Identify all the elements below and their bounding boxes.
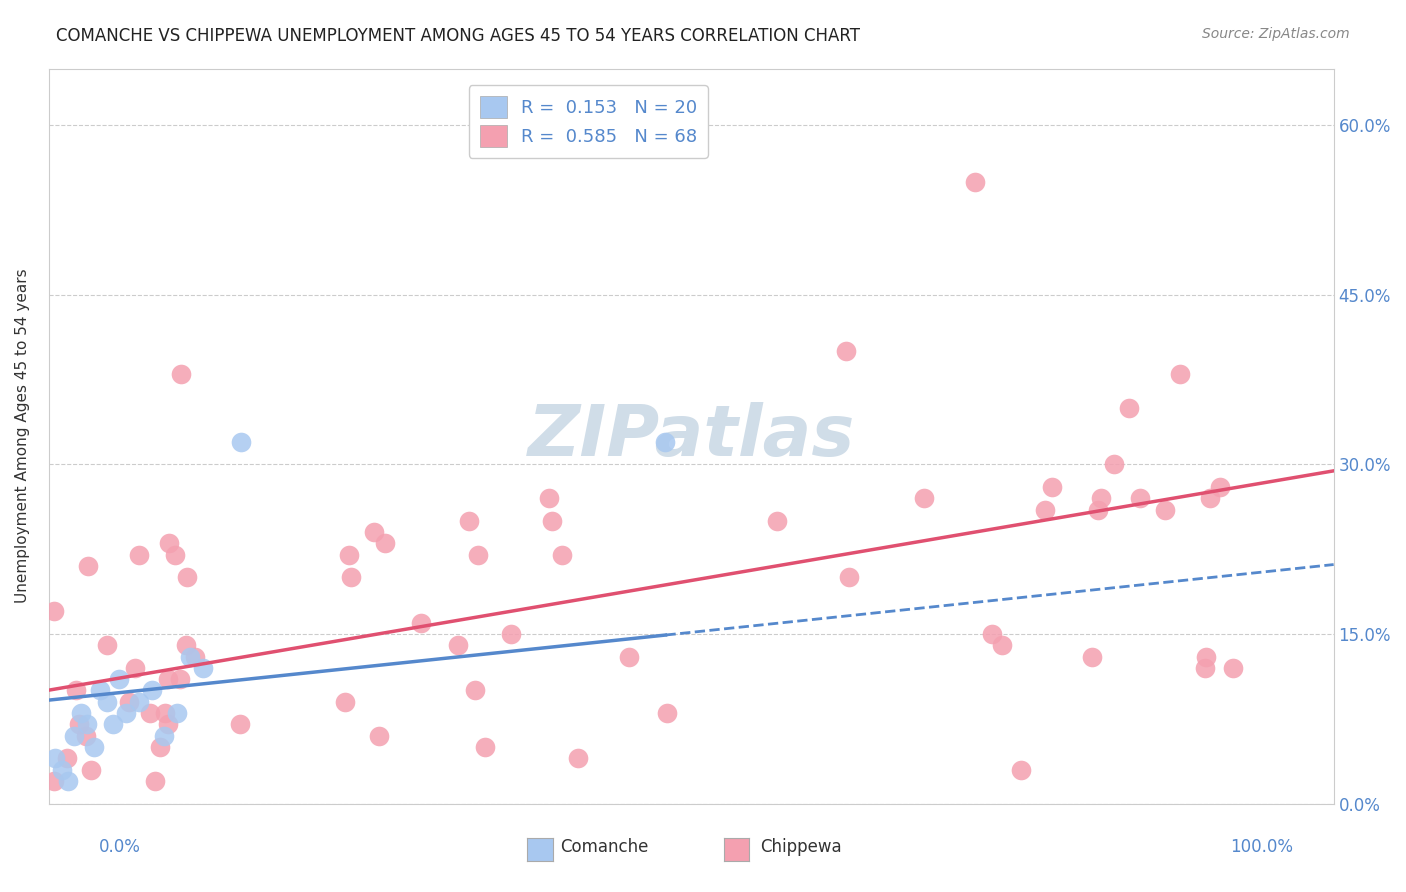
- Point: [1118, 401, 1140, 415]
- Point: [139, 706, 162, 720]
- Point: [457, 514, 479, 528]
- Point: [1222, 661, 1244, 675]
- Point: [77, 559, 100, 574]
- Point: [83, 739, 105, 754]
- Point: [337, 548, 360, 562]
- Point: [1087, 502, 1109, 516]
- Point: [540, 514, 562, 528]
- Point: [174, 638, 197, 652]
- Point: [169, 672, 191, 686]
- Point: [89, 683, 111, 698]
- Point: [467, 548, 489, 562]
- Point: [409, 615, 432, 630]
- Point: [990, 638, 1012, 652]
- Point: [567, 751, 589, 765]
- Point: [76, 717, 98, 731]
- Point: [166, 706, 188, 720]
- Point: [1199, 491, 1222, 506]
- Point: [156, 672, 179, 686]
- Point: [551, 548, 574, 562]
- Text: 100.0%: 100.0%: [1230, 838, 1294, 855]
- Point: [65, 683, 87, 698]
- Point: [115, 706, 138, 720]
- Point: [108, 672, 131, 686]
- Point: [63, 729, 86, 743]
- Point: [176, 570, 198, 584]
- Point: [128, 548, 150, 562]
- Point: [835, 344, 858, 359]
- Point: [368, 729, 391, 743]
- Point: [912, 491, 935, 506]
- Point: [1033, 502, 1056, 516]
- Point: [124, 661, 146, 675]
- Point: [980, 627, 1002, 641]
- Point: [1081, 649, 1104, 664]
- Text: Source: ZipAtlas.com: Source: ZipAtlas.com: [1202, 27, 1350, 41]
- Point: [80, 763, 103, 777]
- Point: [340, 570, 363, 584]
- Point: [153, 706, 176, 720]
- Point: [75, 729, 97, 743]
- Point: [148, 739, 170, 754]
- Point: [55, 751, 77, 765]
- Point: [231, 434, 253, 449]
- Point: [1010, 763, 1032, 777]
- Point: [153, 729, 176, 743]
- Point: [44, 604, 66, 618]
- Point: [179, 649, 201, 664]
- Point: [145, 773, 167, 788]
- Point: [335, 695, 357, 709]
- Point: [157, 717, 180, 731]
- Point: [538, 491, 561, 506]
- Point: [374, 536, 396, 550]
- Point: [96, 695, 118, 709]
- Point: [447, 638, 470, 652]
- Point: [1154, 502, 1177, 516]
- Point: [44, 773, 66, 788]
- Point: [96, 638, 118, 652]
- Point: [474, 739, 496, 754]
- Point: [464, 683, 486, 698]
- Point: [766, 514, 789, 528]
- Point: [128, 695, 150, 709]
- Point: [159, 536, 181, 550]
- Text: Comanche: Comanche: [561, 838, 648, 855]
- Point: [1102, 458, 1125, 472]
- Point: [163, 548, 186, 562]
- Point: [118, 695, 141, 709]
- Point: [191, 661, 214, 675]
- Point: [1209, 480, 1232, 494]
- Point: [229, 717, 252, 731]
- Point: [617, 649, 640, 664]
- Point: [499, 627, 522, 641]
- Point: [101, 717, 124, 731]
- Point: [655, 706, 678, 720]
- Text: Chippewa: Chippewa: [761, 838, 842, 855]
- Point: [44, 751, 66, 765]
- Point: [1194, 661, 1216, 675]
- Point: [1040, 480, 1063, 494]
- Point: [141, 683, 163, 698]
- Point: [1129, 491, 1152, 506]
- Point: [1090, 491, 1112, 506]
- Point: [170, 367, 193, 381]
- Legend: R =  0.153   N = 20, R =  0.585   N = 68: R = 0.153 N = 20, R = 0.585 N = 68: [468, 85, 709, 158]
- Point: [51, 763, 73, 777]
- Point: [963, 175, 986, 189]
- Point: [70, 706, 93, 720]
- Point: [654, 434, 676, 449]
- Text: ZIPatlas: ZIPatlas: [527, 401, 855, 471]
- Point: [1195, 649, 1218, 664]
- Point: [184, 649, 207, 664]
- Text: COMANCHE VS CHIPPEWA UNEMPLOYMENT AMONG AGES 45 TO 54 YEARS CORRELATION CHART: COMANCHE VS CHIPPEWA UNEMPLOYMENT AMONG …: [56, 27, 860, 45]
- Point: [56, 773, 79, 788]
- Point: [1168, 367, 1191, 381]
- Point: [838, 570, 860, 584]
- Point: [67, 717, 90, 731]
- Y-axis label: Unemployment Among Ages 45 to 54 years: Unemployment Among Ages 45 to 54 years: [15, 268, 30, 603]
- Point: [363, 525, 385, 540]
- Text: 0.0%: 0.0%: [98, 838, 141, 855]
